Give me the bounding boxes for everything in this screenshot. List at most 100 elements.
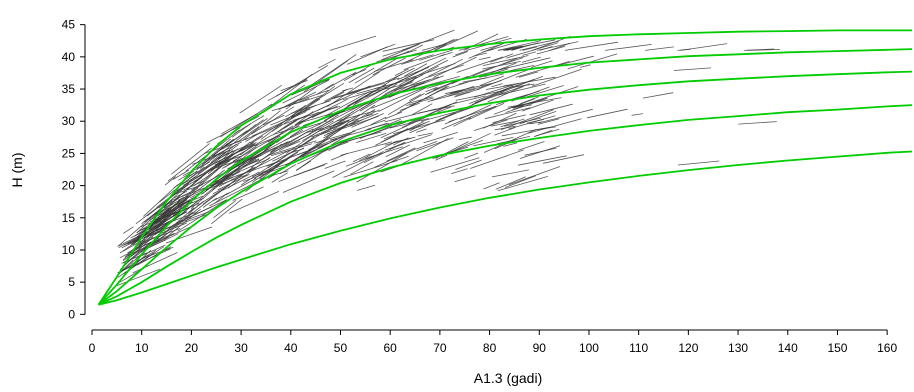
observation-segment — [310, 54, 357, 86]
observation-segment — [274, 133, 311, 152]
observation-segment — [392, 119, 446, 135]
x-tick-label: 50 — [334, 341, 348, 355]
observation-segment — [260, 104, 306, 140]
observation-segment — [285, 85, 318, 110]
observation-segment — [352, 119, 386, 132]
observation-segment — [119, 238, 145, 254]
observation-segment — [426, 64, 465, 78]
observation-segment — [484, 107, 531, 120]
observation-segment — [348, 119, 363, 127]
observation-segment — [285, 140, 301, 148]
observation-segment — [373, 59, 414, 72]
observation-segment — [433, 56, 477, 78]
observation-segment — [202, 197, 218, 208]
observation-segment — [284, 123, 320, 142]
observation-segment — [642, 92, 674, 99]
observation-segment — [411, 103, 433, 116]
observation-segment — [268, 140, 317, 156]
observation-segment — [454, 175, 476, 183]
observation-segment — [163, 208, 201, 240]
observation-segment — [213, 158, 260, 184]
observation-segment — [483, 182, 500, 190]
axes: 0 10 20 30 40 50 60 70 80 90 100 110 120 130 140 150 160… — [62, 18, 898, 355]
observation-segment — [342, 87, 354, 92]
observation-segment — [531, 60, 553, 68]
y-tick-label: 35 — [62, 82, 76, 96]
observation-segment — [360, 43, 396, 58]
observation-segment — [291, 85, 336, 118]
observation-segment — [271, 106, 310, 132]
y-axis-ticks: 0 5 10 15 20 25 30 35 40 45 — [62, 18, 85, 321]
x-tick-label: 160 — [877, 341, 897, 355]
observation-segment — [320, 126, 332, 132]
observation-segment — [497, 83, 546, 96]
observation-segment — [316, 83, 334, 95]
observation-segment — [491, 62, 517, 74]
observation-segment — [365, 146, 404, 159]
observation-segment — [472, 57, 518, 77]
observation-segment — [406, 97, 435, 106]
observation-segment — [157, 203, 174, 216]
observation-segment — [282, 170, 335, 193]
observation-segment — [441, 106, 496, 130]
observation-segment — [134, 209, 175, 237]
observation-segment — [508, 166, 561, 186]
observation-segment — [503, 76, 556, 87]
observation-segment — [279, 164, 297, 175]
observation-segment — [423, 132, 458, 144]
observation-segment — [496, 136, 530, 145]
observation-segment — [409, 122, 426, 132]
observation-segment — [359, 140, 398, 162]
y-tick-label: 30 — [62, 114, 76, 128]
observation-segment — [249, 122, 283, 144]
x-tick-label: 20 — [185, 341, 199, 355]
observation-segment — [140, 231, 171, 253]
observation-segment — [673, 67, 712, 71]
observation-segment — [420, 106, 474, 122]
observation-segment — [450, 86, 483, 94]
observation-segment — [278, 117, 300, 133]
observation-segment — [232, 186, 264, 201]
observation-segment — [282, 79, 330, 104]
observation-segment — [482, 61, 521, 70]
observation-segment — [462, 77, 488, 83]
observation-segment — [135, 206, 159, 225]
observation-segment — [468, 103, 505, 120]
observation-segment — [138, 219, 168, 246]
observation-segment — [331, 132, 353, 146]
observation-segment — [177, 199, 228, 232]
observation-segment — [343, 160, 398, 178]
observation-segment — [132, 214, 169, 246]
observation-segment — [211, 198, 243, 225]
observation-segment — [173, 190, 188, 199]
x-tick-label: 60 — [384, 341, 398, 355]
observation-segment — [196, 138, 232, 169]
observation-segment — [401, 29, 455, 51]
site-index-curve-2 — [97, 48, 913, 306]
observation-segment — [491, 83, 503, 88]
observation-segment — [380, 114, 431, 139]
observation-segment — [506, 47, 519, 51]
observation-segment — [478, 56, 491, 60]
observation-segment — [393, 76, 440, 91]
observation-segment — [291, 79, 330, 96]
observation-segment — [476, 68, 531, 91]
observation-segment — [394, 68, 409, 76]
observation-segment — [401, 54, 434, 65]
observation-segment — [406, 44, 424, 54]
observation-segment — [528, 86, 579, 104]
observation-segment — [123, 238, 140, 246]
observation-segment — [356, 152, 408, 183]
observation-segment — [416, 137, 454, 152]
observation-segment — [352, 153, 371, 163]
observation-segment — [503, 46, 515, 51]
observation-segment — [190, 144, 239, 181]
observation-segment — [487, 85, 524, 103]
observation-segment — [456, 56, 504, 73]
site-index-curve-1 — [97, 29, 912, 306]
observation-segment — [221, 162, 276, 182]
observation-segment — [357, 184, 376, 191]
observation-segment — [140, 244, 166, 257]
observation-segment — [372, 57, 406, 76]
observation-segment — [217, 171, 260, 193]
